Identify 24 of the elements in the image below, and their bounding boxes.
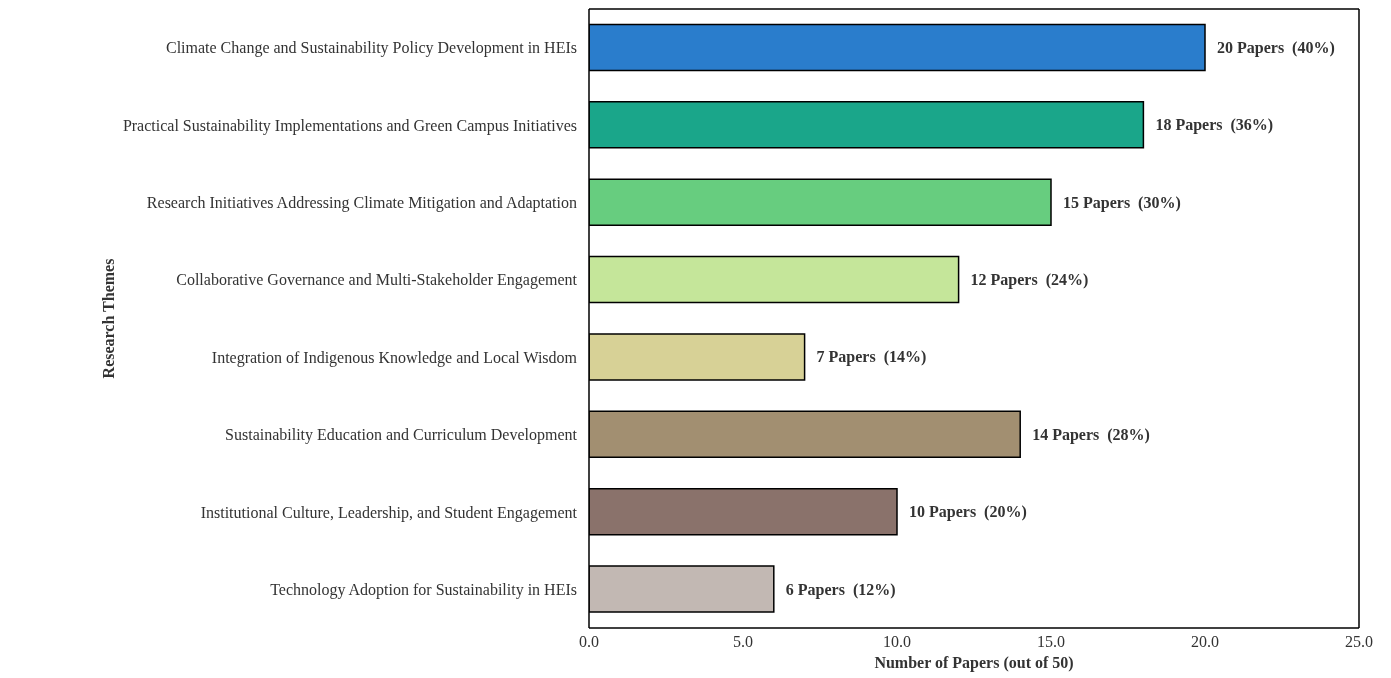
data-label: 20 Papers (40%) bbox=[1217, 38, 1335, 57]
data-label: 12 Papers (24%) bbox=[970, 271, 1089, 290]
x-tick-label: 10.0 bbox=[883, 633, 911, 651]
data-label: 18 Papers (36%) bbox=[1155, 116, 1274, 135]
x-axis-title: Number of Papers (out of 50) bbox=[874, 654, 1074, 672]
data-label: 7 Papers (14%) bbox=[816, 348, 927, 367]
y-tick-label: Sustainability Education and Curriculum Development bbox=[225, 426, 578, 445]
x-tick-label: 5.0 bbox=[733, 633, 753, 651]
data-label: 6 Papers (12%) bbox=[785, 580, 896, 599]
data-label: 10 Papers (20%) bbox=[909, 503, 1027, 522]
y-tick-label: Climate Change and Sustainability Policy Development in HEIs bbox=[165, 39, 577, 58]
y-tick-label: Practical Sustainability Implementations and Green Campus Initiatives bbox=[122, 116, 577, 135]
y-tick-label: Institutional Culture, Leadership, and Student Engagement bbox=[200, 503, 578, 522]
x-tick-label: 0.0 bbox=[579, 633, 599, 651]
x-tick-label: 15.0 bbox=[1037, 633, 1065, 651]
y-axis-title: Research Themes bbox=[99, 258, 117, 379]
data-label: 15 Papers (30%) bbox=[1063, 193, 1181, 212]
y-tick-label: Collaborative Governance and Multi-Stakeholder Engagement bbox=[176, 271, 578, 290]
x-tick-label: 25.0 bbox=[1345, 633, 1373, 651]
y-tick-label: Technology Adoption for Sustainability in HEIs bbox=[270, 580, 577, 599]
y-tick-label: Integration of Indigenous Knowledge and Local Wisdom bbox=[211, 348, 578, 367]
y-tick-label: Research Initiatives Addressing Climate Mitigation and Adaptation bbox=[146, 194, 577, 213]
x-tick-label: 20.0 bbox=[1191, 633, 1219, 651]
data-label: 14 Papers (28%) bbox=[1032, 425, 1150, 444]
